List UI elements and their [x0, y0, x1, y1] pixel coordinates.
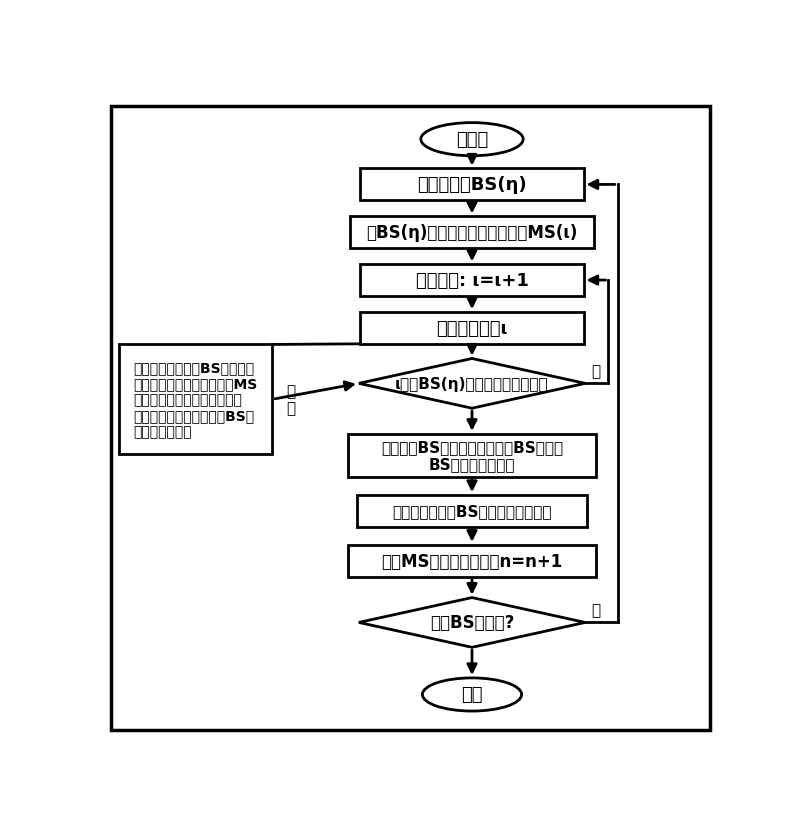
FancyBboxPatch shape [360, 265, 584, 297]
Text: 从BS(η)所属小区选择任一用户MS(ι): 从BS(η)所属小区选择任一用户MS(ι) [366, 224, 578, 242]
FancyBboxPatch shape [360, 170, 584, 201]
Text: 调
用: 调 用 [286, 384, 295, 416]
Text: 选择协作用户ι: 选择协作用户ι [436, 319, 508, 337]
Ellipse shape [421, 123, 523, 156]
Text: 更新MS集合和基站计数n=n+1: 更新MS集合和基站计数n=n+1 [382, 552, 562, 570]
FancyBboxPatch shape [360, 313, 584, 344]
Text: 结束: 结束 [462, 686, 482, 704]
FancyBboxPatch shape [111, 107, 710, 729]
FancyBboxPatch shape [350, 217, 594, 249]
Text: 小区用户搜索其他BS端发送的
导频信号并测量其强度，当MS
检测到该导频信号强度超过一
定门限时，则分别把这些BS加
入到协作基站集: 小区用户搜索其他BS端发送的 导频信号并测量其强度，当MS 检测到该导频信号强度… [134, 361, 258, 439]
Text: 对协作簇内其他BS分别选出协作用户: 对协作簇内其他BS分别选出协作用户 [392, 504, 552, 519]
Text: 根据协作BS集选定协作通信的BS簇，且
BS簇满足规定大小: 根据协作BS集选定协作通信的BS簇，且 BS簇满足规定大小 [381, 440, 563, 472]
Text: 所有BS均成簇?: 所有BS均成簇? [430, 614, 514, 632]
Text: 否: 否 [592, 602, 601, 618]
Text: 否: 否 [592, 364, 601, 379]
Polygon shape [359, 359, 585, 409]
Polygon shape [359, 598, 585, 648]
Text: 任选一基站BS(η): 任选一基站BS(η) [417, 176, 527, 194]
Ellipse shape [422, 678, 522, 711]
Text: ι大于BS(η)所属小区内的用户数: ι大于BS(η)所属小区内的用户数 [395, 376, 549, 391]
FancyBboxPatch shape [348, 434, 596, 477]
FancyBboxPatch shape [358, 495, 586, 527]
FancyBboxPatch shape [348, 545, 596, 577]
FancyBboxPatch shape [118, 345, 272, 455]
Text: 初始化: 初始化 [456, 131, 488, 149]
Text: 用户计数: ι=ι+1: 用户计数: ι=ι+1 [415, 272, 529, 289]
